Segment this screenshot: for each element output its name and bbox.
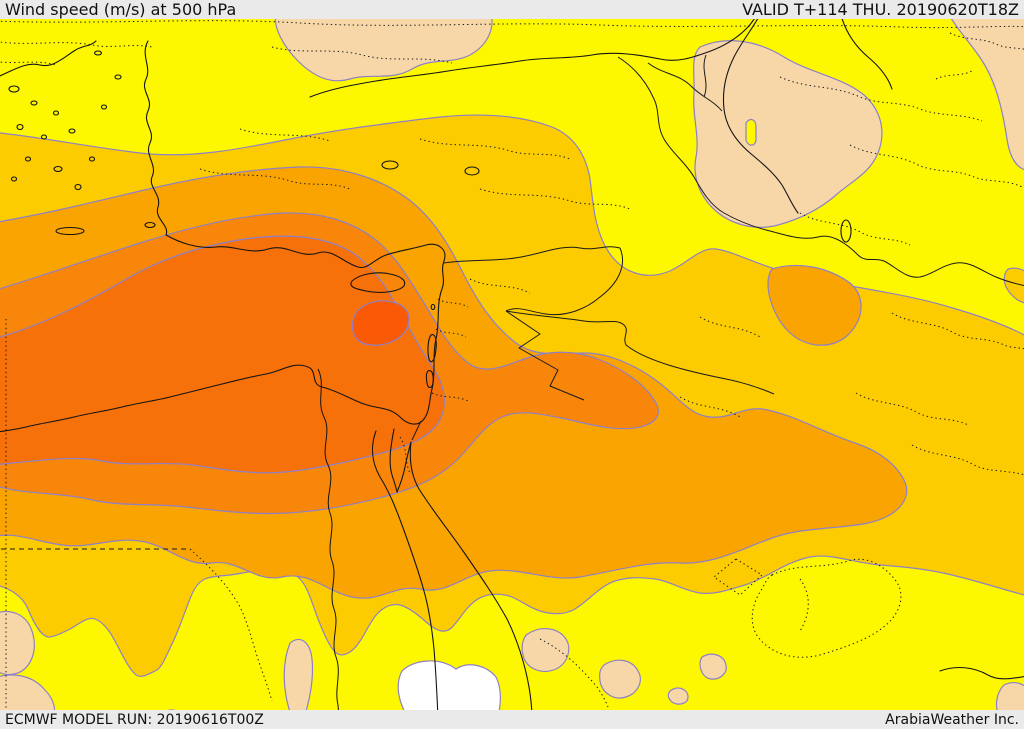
band-peach-southwest-a (0, 610, 35, 676)
aegean-island-icon (8, 85, 20, 93)
persian-gulf-coast (939, 666, 1024, 680)
crete-island (55, 226, 85, 236)
iran-admin-8 (935, 70, 973, 80)
contour-bands (0, 19, 1024, 710)
band-max-orange-core (351, 300, 410, 346)
saudi-admin-inner (799, 578, 809, 632)
syria-admin (469, 278, 531, 294)
iran-admin-5 (855, 392, 969, 426)
iran-admin-4 (891, 312, 1024, 350)
band-amber-east-wedge (767, 264, 862, 346)
rhodes-island (144, 221, 156, 229)
jordan-saudi-border (505, 310, 585, 401)
band-peach-top-center (274, 19, 493, 82)
nile-river (317, 368, 339, 710)
aegean-island-icon (88, 156, 96, 162)
aegean-island-icon (74, 183, 82, 191)
aegean-island-icon (16, 123, 24, 131)
caspian-west-coast (722, 19, 799, 214)
jordan-iraq-saudi-border (505, 310, 775, 395)
map-canvas (0, 19, 1024, 710)
black-sea-north-dotted (271, 46, 453, 64)
aegean-island-icon (24, 156, 32, 162)
country-borders (0, 54, 1024, 550)
sinai-red-sea-east-coast (389, 428, 533, 710)
greece-coast (0, 40, 97, 77)
iran-admin-7 (949, 32, 1024, 50)
turkey-iran-iraq-border (617, 56, 1024, 287)
aegean-island-icon (40, 134, 48, 140)
iran-admin-6 (911, 444, 1024, 476)
caucasus-border-b (703, 54, 707, 98)
cyprus-island (350, 272, 406, 293)
band-peach-south-f (667, 687, 689, 705)
lake-van (464, 166, 480, 176)
credit-label: ArabiaWeather Inc. (885, 711, 1019, 728)
map-area (0, 19, 1024, 710)
black-sea-south-coast (309, 19, 755, 98)
band-peach-northeast (693, 40, 883, 228)
band-peach-south-nile (283, 638, 314, 710)
aegean-island-icon (10, 176, 18, 182)
aegean-island-icon (52, 110, 60, 116)
model-run-label: ECMWF MODEL RUN: 20190616T00Z (5, 711, 264, 728)
admin-borders (0, 20, 1024, 710)
aegean-island-icon (30, 100, 38, 106)
sea-of-galilee (430, 303, 436, 311)
lake-urmia (840, 219, 852, 243)
kuwait-neutral-zone (713, 558, 763, 596)
band-deep-orange (0, 235, 445, 474)
band-peach-south-e (699, 653, 727, 680)
anatolia-admin-2 (239, 128, 331, 142)
header-bar: Wind speed (m/s) at 500 hPa VALID T+114 … (0, 0, 1024, 19)
band-peach-south-c (521, 628, 570, 672)
aegean-island-icon (114, 74, 122, 80)
band-peach-right-edge (950, 19, 1024, 170)
band-gold-right-finger (1003, 267, 1024, 304)
footer-bar: ECMWF MODEL RUN: 20190616T00Z ArabiaWeat… (0, 710, 1024, 729)
aegean-island-icon (93, 50, 103, 56)
rivers (317, 368, 339, 710)
red-sea-west-coast (371, 430, 439, 710)
band-white-red-sea (397, 660, 501, 710)
turkey-levant-egypt-coast (0, 40, 446, 433)
band-peach-south-d (599, 659, 641, 699)
band-peach-southwest-b (0, 674, 56, 710)
iran-admin-3 (799, 212, 911, 246)
caucasus-border-a (647, 62, 723, 112)
dead-sea (427, 334, 437, 363)
egypt-israel-border (411, 420, 422, 441)
page-title: Wind speed (m/s) at 500 hPa (5, 0, 237, 19)
dead-sea-south-basin (425, 370, 434, 389)
syria-iraq-border (505, 247, 623, 316)
saudi-admin-loop (751, 558, 902, 658)
iraq-admin-2 (679, 396, 741, 418)
saudi-admin-south (539, 638, 609, 708)
coastlines (0, 19, 1024, 710)
aegean-island-icon (53, 165, 63, 173)
caspian-east-coast (841, 19, 893, 90)
turkey-syria-border (443, 246, 621, 264)
valid-time-label: VALID T+114 THU. 20190620T18Z (742, 0, 1019, 19)
lake-tuz (381, 160, 399, 170)
aegean-island-icon (68, 128, 76, 134)
band-peach-southeast-corner (995, 681, 1024, 710)
iraq-admin-1 (699, 316, 761, 338)
levant-admin-3 (431, 392, 469, 402)
sudan-admin-curve (189, 548, 273, 702)
aegean-island-icon (100, 104, 108, 110)
